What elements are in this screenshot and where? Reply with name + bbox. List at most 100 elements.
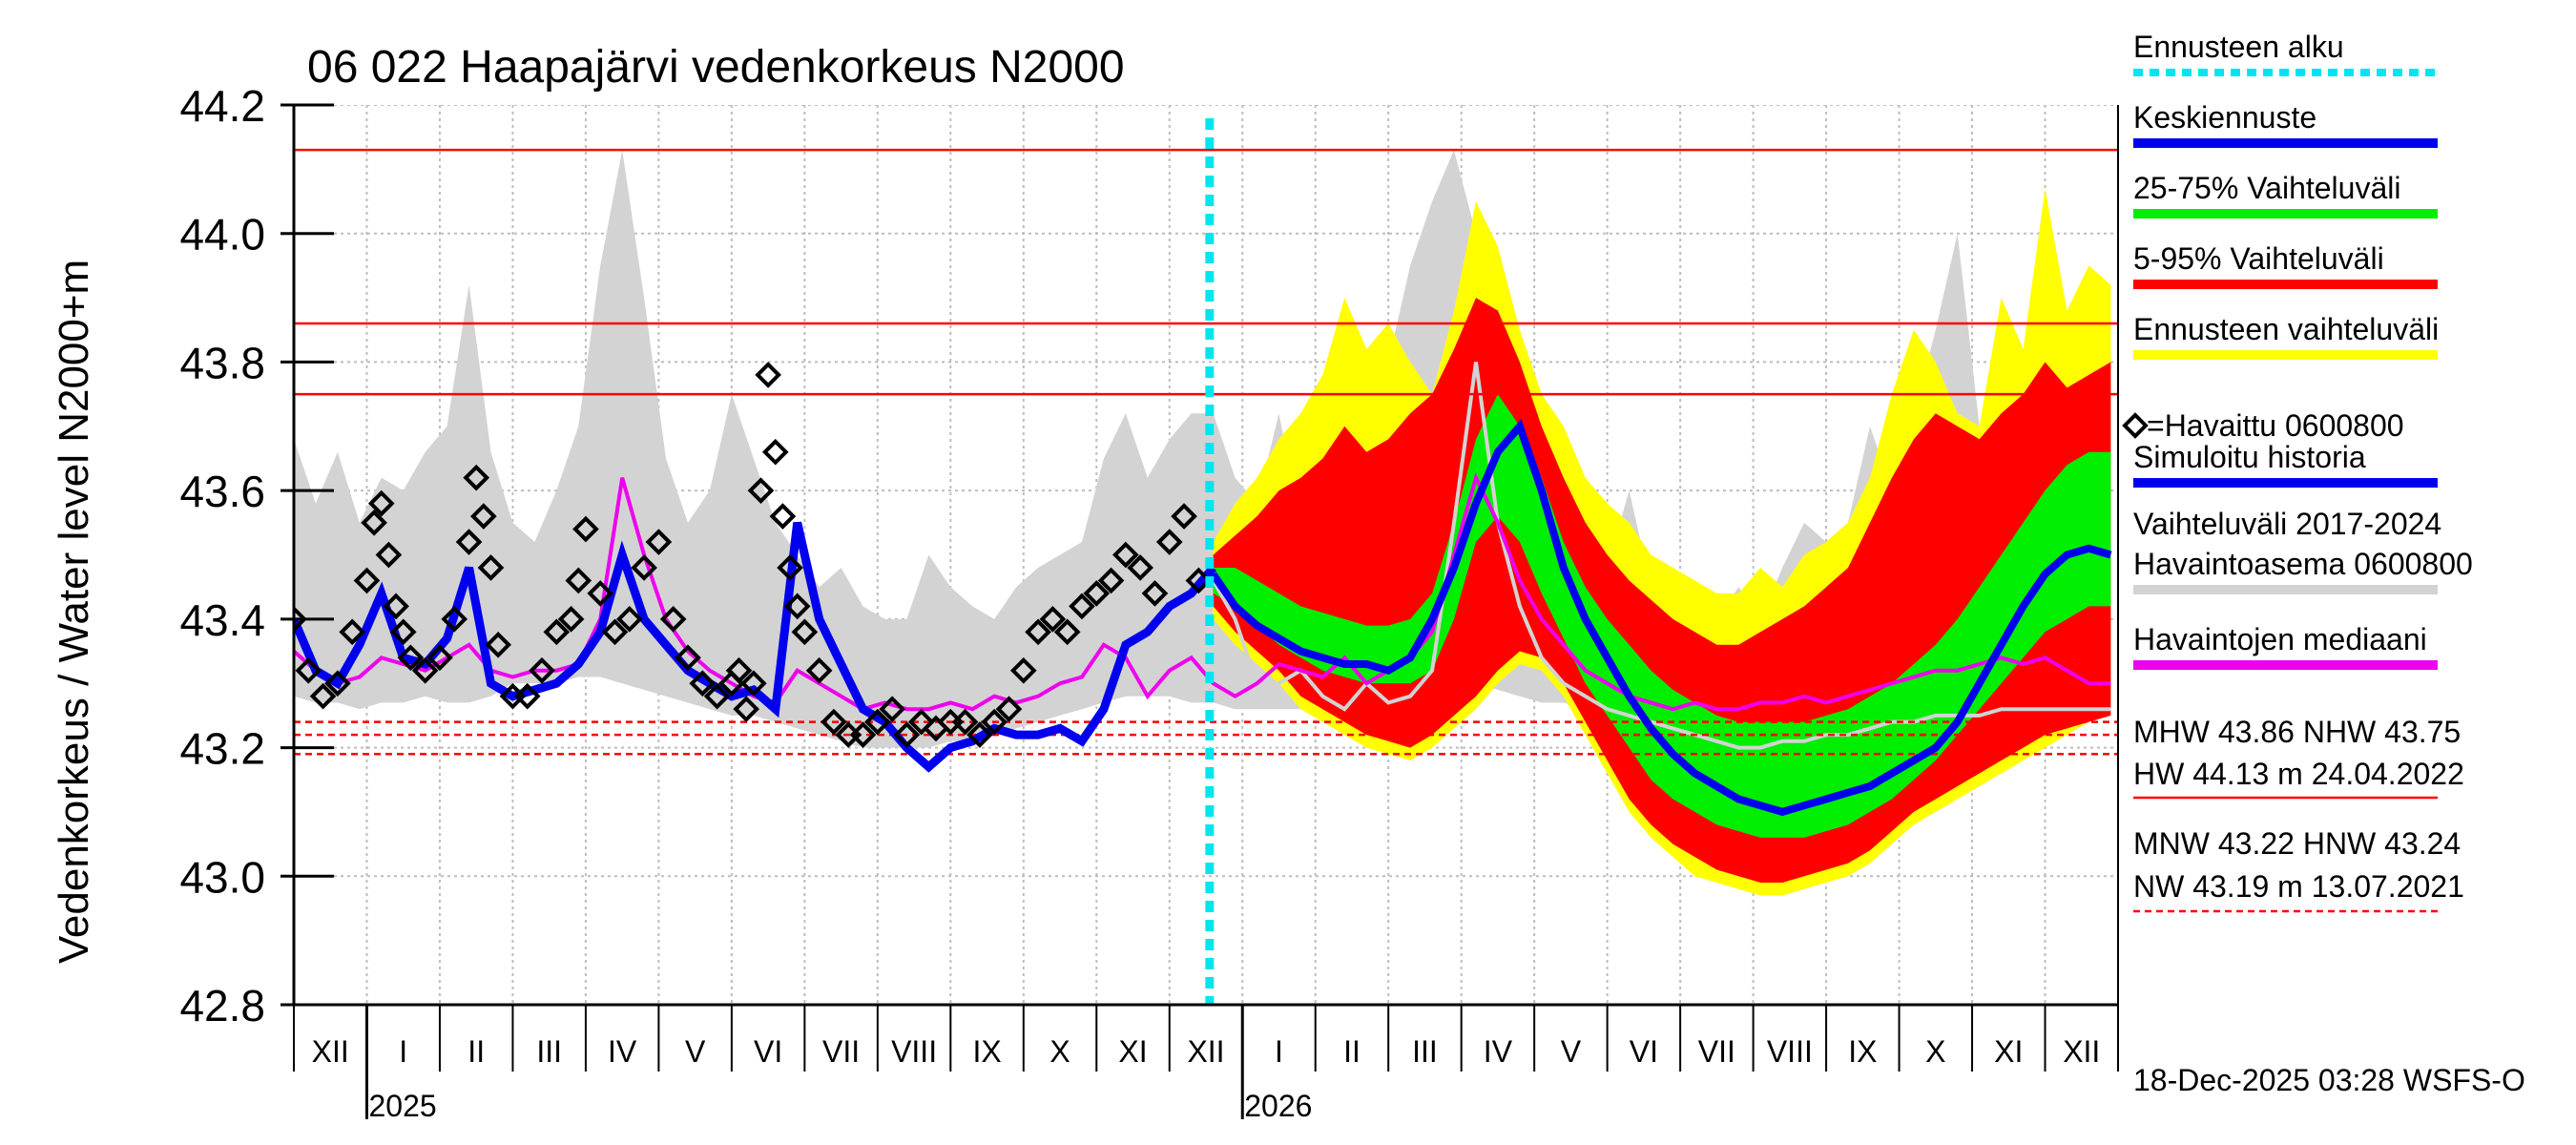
stats-low-line: MNW 43.22 HNW 43.24 xyxy=(2133,826,2461,861)
x-month-label: IV xyxy=(608,1034,637,1069)
x-year-label: 2026 xyxy=(1244,1089,1312,1123)
observed-point xyxy=(529,656,555,684)
observed-point xyxy=(783,593,811,620)
observed-point xyxy=(951,708,979,736)
x-year-label: 2025 xyxy=(368,1089,436,1123)
observed-point xyxy=(907,708,935,736)
observed-point xyxy=(426,644,453,672)
stats-hw-line: HW 44.13 m 24.04.2022 xyxy=(2133,757,2464,791)
legend-label: Simuloitu historia xyxy=(2133,440,2366,474)
observed-point xyxy=(1039,606,1067,633)
x-month-label: VII xyxy=(1698,1034,1735,1069)
legend-label: Keskiennuste xyxy=(2133,100,2316,135)
y-tick-label: 44.0 xyxy=(179,210,265,260)
y-tick-label: 43.0 xyxy=(179,852,265,902)
chart-title: 06 022 Haapajärvi vedenkorkeus N2000 xyxy=(307,42,1125,93)
x-month-label: III xyxy=(536,1034,562,1069)
observed-point xyxy=(995,696,1023,722)
legend-label: Havaintojen mediaani xyxy=(2133,622,2427,656)
x-month-label: VIII xyxy=(1767,1034,1813,1069)
observed-point xyxy=(557,606,585,633)
observed-point xyxy=(294,606,307,633)
x-month-label: V xyxy=(685,1034,706,1069)
observed-point xyxy=(324,670,351,697)
observed-median-line xyxy=(294,472,2111,712)
observed-point xyxy=(864,708,891,736)
observed-point xyxy=(397,644,425,672)
observed-point xyxy=(777,554,803,581)
observed-point xyxy=(1141,580,1169,607)
x-month-label: I xyxy=(1275,1034,1283,1069)
observed-point xyxy=(1069,593,1095,620)
observed-point xyxy=(659,606,687,633)
observed-point xyxy=(485,631,511,658)
observed-point xyxy=(747,477,775,504)
observed-point xyxy=(703,682,731,710)
observed-point xyxy=(761,438,789,466)
observed-point xyxy=(1112,541,1139,569)
observed-point xyxy=(1127,554,1153,581)
observed-point xyxy=(1053,618,1081,646)
observed-point xyxy=(791,618,819,646)
observed-point xyxy=(375,541,403,569)
observed-point xyxy=(441,606,468,633)
observed-point xyxy=(849,721,877,748)
observed-point xyxy=(470,503,497,530)
x-month-label: XII xyxy=(2063,1034,2100,1069)
observed-point xyxy=(339,618,366,646)
x-month-label: V xyxy=(1561,1034,1582,1069)
observed-point xyxy=(615,606,643,633)
simulated-history-line xyxy=(294,521,1217,773)
observed-point xyxy=(572,515,599,543)
observed-point xyxy=(821,708,847,736)
observed-point xyxy=(1083,580,1111,607)
x-month-label: VI xyxy=(754,1034,782,1069)
observed-point xyxy=(389,618,417,646)
x-month-label: IV xyxy=(1484,1034,1513,1069)
observed-point xyxy=(477,554,505,581)
observed-point xyxy=(587,580,614,607)
y-axis-label: Vedenkorkeus / Water level N2000+m xyxy=(51,260,97,964)
observed-point xyxy=(463,464,490,491)
y-tick-label: 43.6 xyxy=(179,467,265,516)
observed-point xyxy=(1171,503,1197,530)
legend-label: =Havaittu 0600800 xyxy=(2147,408,2404,443)
observed-point xyxy=(601,618,629,646)
legend-label: Havaintoasema 0600800 xyxy=(2133,547,2473,581)
x-month-label: VI xyxy=(1630,1034,1658,1069)
x-month-label: VIII xyxy=(891,1034,937,1069)
legend-label: Ennusteen vaihteluväli xyxy=(2133,312,2439,346)
observed-point xyxy=(769,503,797,530)
observed-point xyxy=(1025,618,1051,646)
x-month-label: XI xyxy=(1994,1034,2023,1069)
observed-point xyxy=(893,721,921,748)
observed-point xyxy=(689,670,717,697)
observed-point xyxy=(739,670,767,697)
legend-label: Ennusteen alku xyxy=(2133,30,2344,64)
observed-point xyxy=(725,656,753,684)
range-25-75-band xyxy=(1213,394,2111,838)
x-month-label: XII xyxy=(312,1034,349,1069)
legend-observed-symbol xyxy=(2122,412,2149,439)
observed-point xyxy=(805,656,833,684)
y-tick-label: 43.2 xyxy=(179,724,265,774)
observed-point xyxy=(1155,529,1183,555)
stats-nw-line: NW 43.19 m 13.07.2021 xyxy=(2133,869,2464,904)
footer-timestamp: 18-Dec-2025 03:28 WSFS-O xyxy=(2133,1063,2525,1097)
legend-label: Vaihteluväli 2017-2024 xyxy=(2133,507,2441,541)
x-month-label: II xyxy=(1343,1034,1361,1069)
x-month-label: X xyxy=(1049,1034,1070,1069)
observed-point xyxy=(565,567,592,594)
stats-high-line: MHW 43.86 NHW 43.75 xyxy=(2133,715,2461,749)
observed-point xyxy=(645,529,673,555)
observed-point xyxy=(309,682,337,710)
observed-point xyxy=(981,708,1008,736)
observed-point xyxy=(361,509,387,536)
observed-point xyxy=(1009,656,1037,684)
observed-point xyxy=(879,696,905,722)
x-month-label: XI xyxy=(1118,1034,1147,1069)
observed-point xyxy=(353,567,381,594)
x-month-label: X xyxy=(1925,1034,1945,1069)
